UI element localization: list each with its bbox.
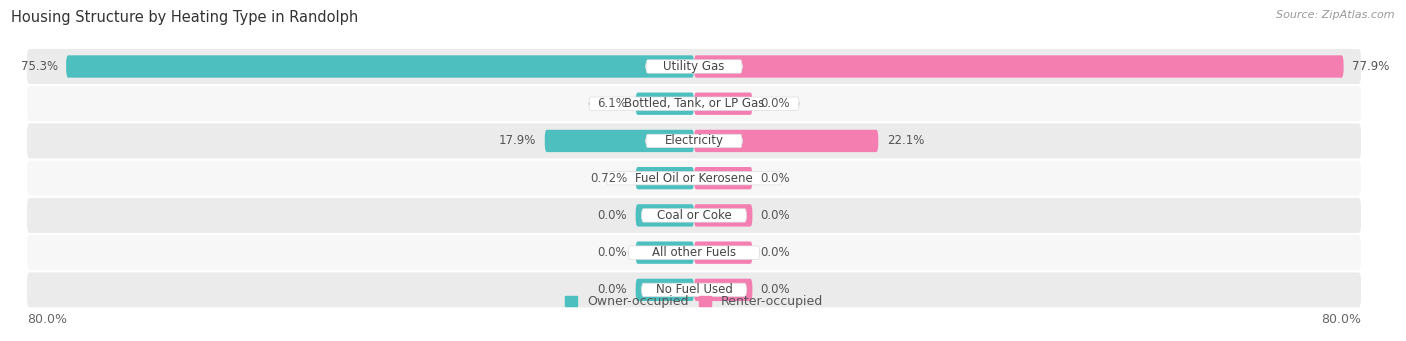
Text: 0.0%: 0.0% [761, 283, 790, 296]
Text: 0.0%: 0.0% [761, 97, 790, 110]
FancyBboxPatch shape [636, 204, 695, 226]
Text: Coal or Coke: Coal or Coke [657, 209, 731, 222]
FancyBboxPatch shape [27, 86, 1361, 121]
FancyBboxPatch shape [27, 235, 1361, 270]
Text: Electricity: Electricity [665, 134, 724, 147]
Text: Bottled, Tank, or LP Gas: Bottled, Tank, or LP Gas [624, 97, 765, 110]
FancyBboxPatch shape [641, 283, 747, 297]
Text: No Fuel Used: No Fuel Used [655, 283, 733, 296]
FancyBboxPatch shape [636, 279, 695, 301]
Text: 75.3%: 75.3% [21, 60, 58, 73]
FancyBboxPatch shape [695, 167, 752, 189]
Text: Housing Structure by Heating Type in Randolph: Housing Structure by Heating Type in Ran… [11, 10, 359, 25]
Text: 22.1%: 22.1% [887, 134, 924, 147]
FancyBboxPatch shape [27, 161, 1361, 196]
FancyBboxPatch shape [628, 246, 759, 260]
FancyBboxPatch shape [606, 172, 782, 185]
Text: 6.1%: 6.1% [598, 97, 627, 110]
Text: 0.0%: 0.0% [598, 246, 627, 259]
Text: 17.9%: 17.9% [499, 134, 537, 147]
FancyBboxPatch shape [645, 60, 742, 73]
Text: 0.0%: 0.0% [761, 209, 790, 222]
FancyBboxPatch shape [66, 55, 695, 78]
FancyBboxPatch shape [695, 92, 752, 115]
FancyBboxPatch shape [27, 198, 1361, 233]
Text: 0.0%: 0.0% [598, 209, 627, 222]
FancyBboxPatch shape [695, 279, 752, 301]
Text: 0.0%: 0.0% [761, 246, 790, 259]
FancyBboxPatch shape [27, 272, 1361, 307]
FancyBboxPatch shape [27, 49, 1361, 84]
Text: All other Fuels: All other Fuels [652, 246, 737, 259]
Text: Source: ZipAtlas.com: Source: ZipAtlas.com [1277, 10, 1395, 20]
FancyBboxPatch shape [641, 209, 747, 222]
Text: 0.0%: 0.0% [761, 172, 790, 185]
FancyBboxPatch shape [695, 130, 879, 152]
FancyBboxPatch shape [695, 204, 752, 226]
Legend: Owner-occupied, Renter-occupied: Owner-occupied, Renter-occupied [560, 290, 828, 313]
FancyBboxPatch shape [695, 241, 752, 264]
Text: 0.0%: 0.0% [598, 283, 627, 296]
FancyBboxPatch shape [27, 123, 1361, 159]
FancyBboxPatch shape [589, 97, 799, 110]
Text: 0.72%: 0.72% [591, 172, 627, 185]
Text: Utility Gas: Utility Gas [664, 60, 724, 73]
Text: 80.0%: 80.0% [27, 313, 67, 326]
FancyBboxPatch shape [636, 241, 695, 264]
FancyBboxPatch shape [544, 130, 695, 152]
Text: 77.9%: 77.9% [1353, 60, 1389, 73]
FancyBboxPatch shape [695, 55, 1344, 78]
FancyBboxPatch shape [645, 134, 742, 148]
Text: Fuel Oil or Kerosene: Fuel Oil or Kerosene [636, 172, 752, 185]
Text: 80.0%: 80.0% [1322, 313, 1361, 326]
FancyBboxPatch shape [636, 167, 695, 189]
FancyBboxPatch shape [636, 92, 695, 115]
